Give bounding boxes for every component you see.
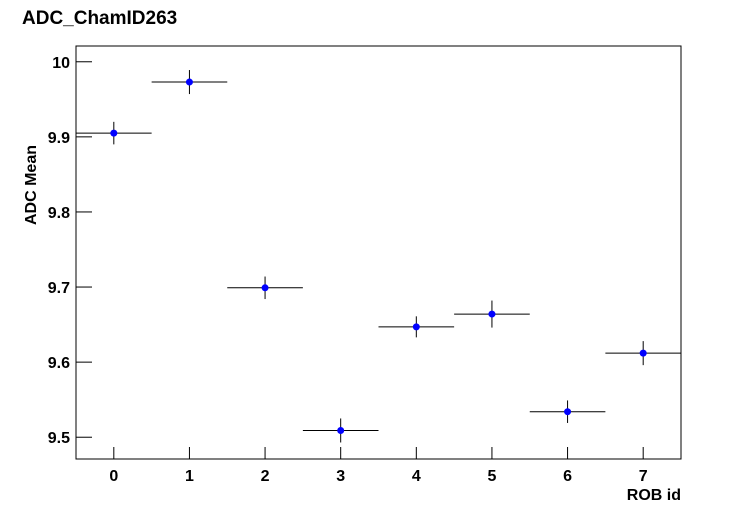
y-tick-label: 9.8 bbox=[48, 205, 70, 222]
data-point bbox=[564, 408, 572, 416]
data-point bbox=[488, 310, 496, 318]
data-point bbox=[337, 426, 345, 434]
data-point bbox=[412, 323, 420, 331]
x-tick-label: 6 bbox=[563, 468, 572, 485]
chart-title: ADC_ChamID263 bbox=[22, 8, 177, 29]
data-point bbox=[185, 78, 193, 86]
y-tick-label: 9.6 bbox=[48, 355, 70, 372]
data-point bbox=[261, 284, 269, 292]
x-tick-label: 4 bbox=[412, 468, 421, 485]
x-tick-label: 1 bbox=[185, 468, 194, 485]
y-tick-label: 9.9 bbox=[48, 130, 70, 147]
x-tick-label: 3 bbox=[336, 468, 345, 485]
y-axis-label: ADC Mean bbox=[23, 145, 40, 225]
y-tick-label: 9.5 bbox=[48, 430, 70, 447]
x-tick-label: 0 bbox=[109, 468, 118, 485]
y-tick-label: 10 bbox=[52, 55, 70, 72]
y-tick-label: 9.7 bbox=[48, 280, 70, 297]
x-tick-label: 5 bbox=[487, 468, 496, 485]
x-tick-label: 2 bbox=[261, 468, 270, 485]
data-point bbox=[110, 129, 118, 137]
x-tick-label: 7 bbox=[639, 468, 648, 485]
x-axis-label: ROB id bbox=[627, 487, 681, 504]
data-point bbox=[639, 349, 647, 357]
plot-frame bbox=[75, 45, 682, 460]
